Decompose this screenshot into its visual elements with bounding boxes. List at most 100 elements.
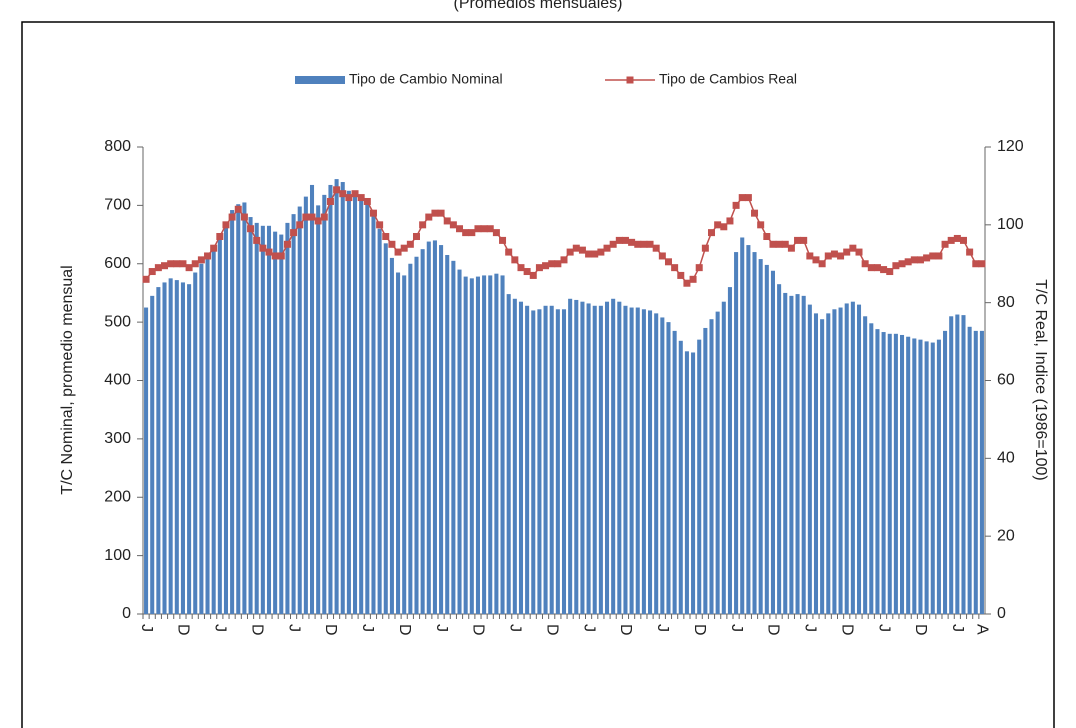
line-marker xyxy=(812,256,820,264)
x-tick-label: D xyxy=(396,624,413,636)
bar xyxy=(223,222,228,614)
x-tick-label: A xyxy=(974,624,991,635)
bar xyxy=(820,319,825,614)
bar xyxy=(408,263,413,614)
line-marker xyxy=(456,225,464,233)
y2-tick-label: 20 xyxy=(997,527,1015,544)
bar xyxy=(881,332,886,614)
bar xyxy=(248,217,253,615)
bar xyxy=(297,206,302,615)
line-marker xyxy=(548,260,556,268)
line-marker xyxy=(585,250,593,258)
y2-tick-label: 40 xyxy=(997,450,1015,467)
line-marker xyxy=(499,236,507,244)
bar xyxy=(365,202,370,615)
bar xyxy=(586,303,591,614)
line-marker xyxy=(794,236,802,244)
x-tick-label: D xyxy=(912,624,929,636)
x-tick-label: J xyxy=(802,624,819,632)
line-marker xyxy=(683,279,691,287)
line-marker xyxy=(320,213,328,221)
x-tick-label: J xyxy=(728,624,745,632)
bar xyxy=(838,307,843,614)
line-marker xyxy=(314,217,322,225)
bar xyxy=(439,245,444,614)
bar xyxy=(144,307,149,614)
line-marker xyxy=(228,213,236,221)
line-marker xyxy=(302,213,310,221)
line-marker xyxy=(412,233,420,241)
line-marker xyxy=(290,229,298,237)
line-marker xyxy=(757,221,765,229)
line-marker xyxy=(388,240,396,248)
y2-tick-label: 120 xyxy=(997,138,1024,155)
x-tick-label: D xyxy=(765,624,782,636)
bar xyxy=(973,330,978,614)
line-marker xyxy=(732,201,740,209)
line-marker xyxy=(333,186,341,194)
legend-marker xyxy=(626,76,634,84)
bar xyxy=(475,276,480,614)
bar xyxy=(783,292,788,614)
bar xyxy=(875,329,880,614)
bar xyxy=(205,256,210,614)
line-marker xyxy=(326,197,334,205)
line-marker xyxy=(191,260,199,268)
line-marker xyxy=(400,244,408,252)
bar xyxy=(617,301,622,614)
x-tick-label: J xyxy=(212,624,229,632)
line xyxy=(145,188,982,285)
line-marker xyxy=(824,252,832,260)
line-marker xyxy=(861,260,869,268)
line-marker xyxy=(609,240,617,248)
line-marker xyxy=(910,256,918,264)
line-marker xyxy=(603,244,611,252)
bar xyxy=(635,307,640,614)
legend-label: Tipo de Cambio Nominal xyxy=(349,71,503,87)
bar xyxy=(813,313,819,614)
line-marker xyxy=(904,258,912,266)
line-marker xyxy=(376,221,384,229)
line-marker xyxy=(265,248,273,256)
line-marker xyxy=(560,256,568,264)
chart-frame xyxy=(21,21,1055,728)
line-marker xyxy=(167,260,175,268)
bar xyxy=(260,225,265,614)
bar xyxy=(930,342,935,614)
line-marker xyxy=(382,233,390,241)
line-marker xyxy=(867,264,875,272)
bar xyxy=(512,298,517,614)
bar xyxy=(764,264,769,614)
line-marker xyxy=(449,221,457,229)
legend-label: Tipo de Cambios Real xyxy=(659,71,797,87)
bar xyxy=(752,252,757,614)
bar xyxy=(887,333,892,614)
bar xyxy=(684,351,689,614)
bar xyxy=(254,222,259,614)
bar xyxy=(863,316,868,614)
line-marker xyxy=(197,256,205,264)
bar xyxy=(334,179,339,614)
line-marker xyxy=(935,252,943,260)
bar xyxy=(574,299,579,614)
line-marker xyxy=(615,236,623,244)
line-marker xyxy=(800,236,808,244)
line-marker xyxy=(953,234,961,242)
bar xyxy=(906,336,911,614)
bar xyxy=(199,263,204,614)
bar xyxy=(893,333,898,614)
x-tick-label: J xyxy=(507,624,524,632)
bar xyxy=(340,182,345,614)
line-marker xyxy=(634,240,642,248)
y-tick-label: 800 xyxy=(104,138,131,155)
line-marker xyxy=(738,194,746,202)
line-marker xyxy=(621,236,629,244)
bar xyxy=(457,269,462,614)
line-marker xyxy=(714,221,722,229)
legend-swatch xyxy=(295,76,345,84)
y2-tick-label: 0 xyxy=(997,605,1006,622)
line-marker xyxy=(406,240,414,248)
line-marker xyxy=(744,194,752,202)
line-marker xyxy=(664,258,672,266)
line-marker xyxy=(154,264,162,272)
